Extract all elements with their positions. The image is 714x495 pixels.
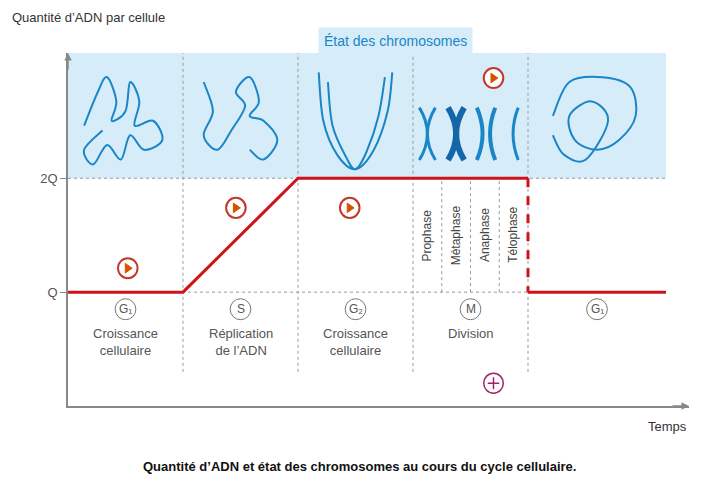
svg-text:Croissancecellulaire: Croissancecellulaire [93, 326, 158, 358]
svg-text:Q: Q [48, 285, 58, 300]
svg-text:Métaphase: Métaphase [449, 206, 463, 266]
svg-text:G₁: G₁ [119, 302, 132, 316]
svg-text:S: S [237, 302, 245, 316]
svg-text:M: M [466, 302, 476, 316]
svg-text:Division: Division [448, 326, 494, 341]
svg-text:Prophase: Prophase [420, 210, 434, 262]
svg-text:Télophase: Télophase [506, 206, 520, 262]
svg-text:Temps: Temps [648, 419, 687, 434]
svg-text:Croissancecellulaire: Croissancecellulaire [323, 326, 388, 358]
svg-text:Réplicationde l’ADN: Réplicationde l’ADN [209, 326, 273, 358]
svg-text:G₂: G₂ [349, 302, 363, 316]
svg-text:État des chromosomes: État des chromosomes [324, 33, 467, 49]
svg-text:G₁: G₁ [591, 302, 604, 316]
svg-text:Quantité d’ADN par cellule: Quantité d’ADN par cellule [12, 10, 165, 25]
svg-text:Quantité d’ADN et état des chr: Quantité d’ADN et état des chromosomes a… [143, 459, 576, 474]
svg-text:Anaphase: Anaphase [478, 208, 492, 262]
svg-text:2Q: 2Q [40, 171, 57, 186]
